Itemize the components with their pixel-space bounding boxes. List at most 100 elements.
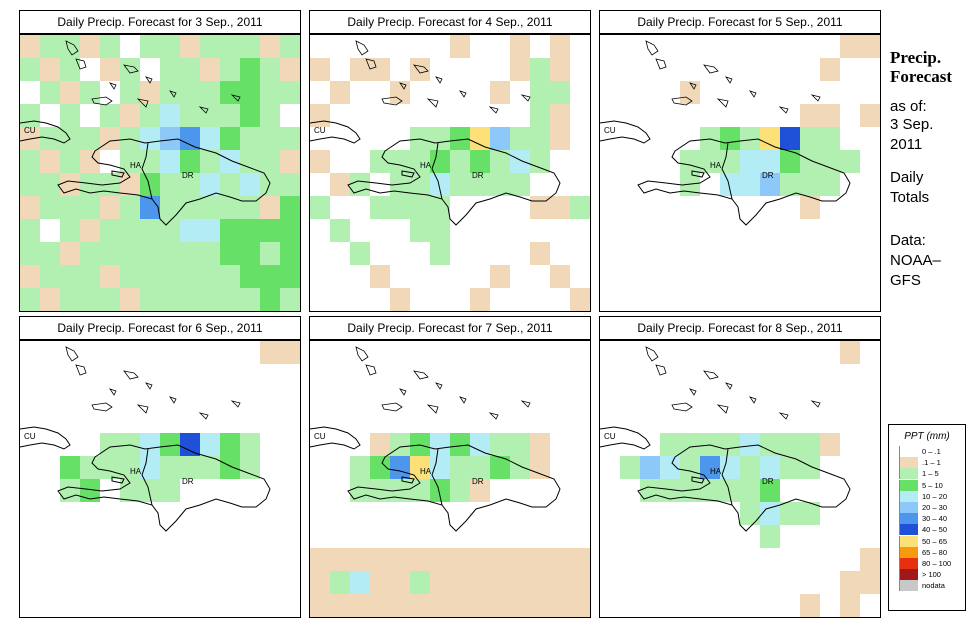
precip-cell: [220, 265, 240, 288]
totals-line1: Daily: [890, 169, 924, 186]
side-title-line2: Forecast: [890, 67, 952, 86]
precip-cell: [60, 288, 80, 311]
legend-item: 40 – 50: [899, 524, 965, 536]
precip-cell: [260, 58, 280, 81]
precip-cell: [280, 81, 300, 104]
precip-cell: [120, 265, 140, 288]
legend-swatch: [899, 557, 918, 569]
precip-cell: [240, 219, 260, 242]
precip-cell: [280, 173, 300, 196]
cuba-outline: [20, 426, 71, 450]
legend-item: 0 – .1: [899, 446, 965, 457]
precip-cell: [390, 288, 410, 311]
precip-cell: [260, 81, 280, 104]
bahamas-island-outline: [725, 382, 733, 390]
precip-cell: [200, 433, 220, 456]
precip-cell: [390, 456, 410, 479]
precip-cell: [260, 219, 280, 242]
precip-cell: [100, 58, 120, 81]
legend-item: 10 – 20: [899, 490, 965, 502]
precip-cell: [350, 479, 370, 502]
precip-cell: [410, 196, 430, 219]
precip-cell: [470, 548, 490, 571]
precip-cell: [760, 525, 780, 548]
precip-cell: [680, 81, 700, 104]
precip-cell: [410, 571, 430, 594]
precip-cell: [450, 571, 470, 594]
precip-cell: [800, 150, 820, 173]
precip-cell: [200, 196, 220, 219]
precip-map: CU HA DR: [19, 340, 301, 618]
precip-cell: [430, 571, 450, 594]
precip-cell: [530, 104, 550, 127]
bahamas-island-outline: [399, 82, 407, 90]
precip-cell: [180, 58, 200, 81]
forecast-panel-8sep: Daily Precip. Forecast for 8 Sep., 2011 …: [599, 316, 881, 618]
precip-cell: [330, 81, 350, 104]
precip-cell: [40, 265, 60, 288]
precip-cell: [530, 242, 550, 265]
bahamas-island-outline: [716, 98, 729, 108]
bahamas-island-outline: [145, 382, 153, 390]
precip-cell: [660, 479, 680, 502]
panel-title: Daily Precip. Forecast for 6 Sep., 2011: [19, 316, 301, 340]
precip-cell: [310, 104, 330, 127]
precip-cell: [140, 265, 160, 288]
gonave-island-outline: [401, 476, 415, 484]
bahamas-island-outline: [75, 58, 87, 70]
bahamas-island-outline: [488, 412, 499, 420]
precip-cell: [20, 173, 40, 196]
precip-cell: [780, 502, 800, 525]
precip-cell: [800, 127, 820, 150]
precip-cell: [120, 456, 140, 479]
precip-cell: [180, 288, 200, 311]
precip-cell: [760, 173, 780, 196]
precip-cell: [720, 127, 740, 150]
precip-cell: [240, 433, 260, 456]
precip-cell: [530, 150, 550, 173]
precip-cell: [660, 456, 680, 479]
precip-cell: [350, 242, 370, 265]
precip-cell: [220, 288, 240, 311]
legend-swatch: [899, 546, 918, 558]
precip-cell: [160, 456, 180, 479]
precip-cell: [160, 35, 180, 58]
precip-cell: [510, 35, 530, 58]
precip-cell: [140, 173, 160, 196]
bahamas-island-outline: [399, 388, 407, 396]
precip-cell: [800, 502, 820, 525]
precip-cell: [490, 548, 510, 571]
precip-cell: [240, 173, 260, 196]
precip-cell: [240, 104, 260, 127]
precip-cell: [330, 173, 350, 196]
bahamas-island-outline: [109, 388, 117, 396]
bahamas-island-outline: [381, 96, 403, 106]
precip-cell: [100, 242, 120, 265]
legend-label: 30 – 40: [922, 514, 948, 524]
bahamas-island-outline: [198, 412, 209, 420]
precip-cell: [160, 242, 180, 265]
precip-cell: [60, 265, 80, 288]
precip-cell: [410, 219, 430, 242]
precip-cell: [450, 150, 470, 173]
bahamas-island-outline: [91, 402, 113, 412]
precip-cell: [140, 219, 160, 242]
bahamas-island-outline: [65, 346, 79, 362]
precip-cell: [450, 594, 470, 617]
precip-cell: [450, 173, 470, 196]
country-label-ha: HA: [710, 467, 722, 476]
precip-map: CU HA DR: [599, 340, 881, 618]
precip-cell: [20, 58, 40, 81]
precip-cell: [180, 35, 200, 58]
precip-cell: [740, 127, 760, 150]
precip-cell: [370, 594, 390, 617]
precip-cell: [180, 433, 200, 456]
precip-cell: [370, 479, 390, 502]
legend-label: > 100: [922, 570, 941, 580]
precip-map-svg: CU HA DR: [20, 341, 300, 532]
precip-cell: [510, 150, 530, 173]
legend-label: 10 – 20: [922, 491, 948, 501]
legend-item: > 100: [899, 569, 965, 581]
precip-cell: [140, 150, 160, 173]
precip-cell: [140, 242, 160, 265]
